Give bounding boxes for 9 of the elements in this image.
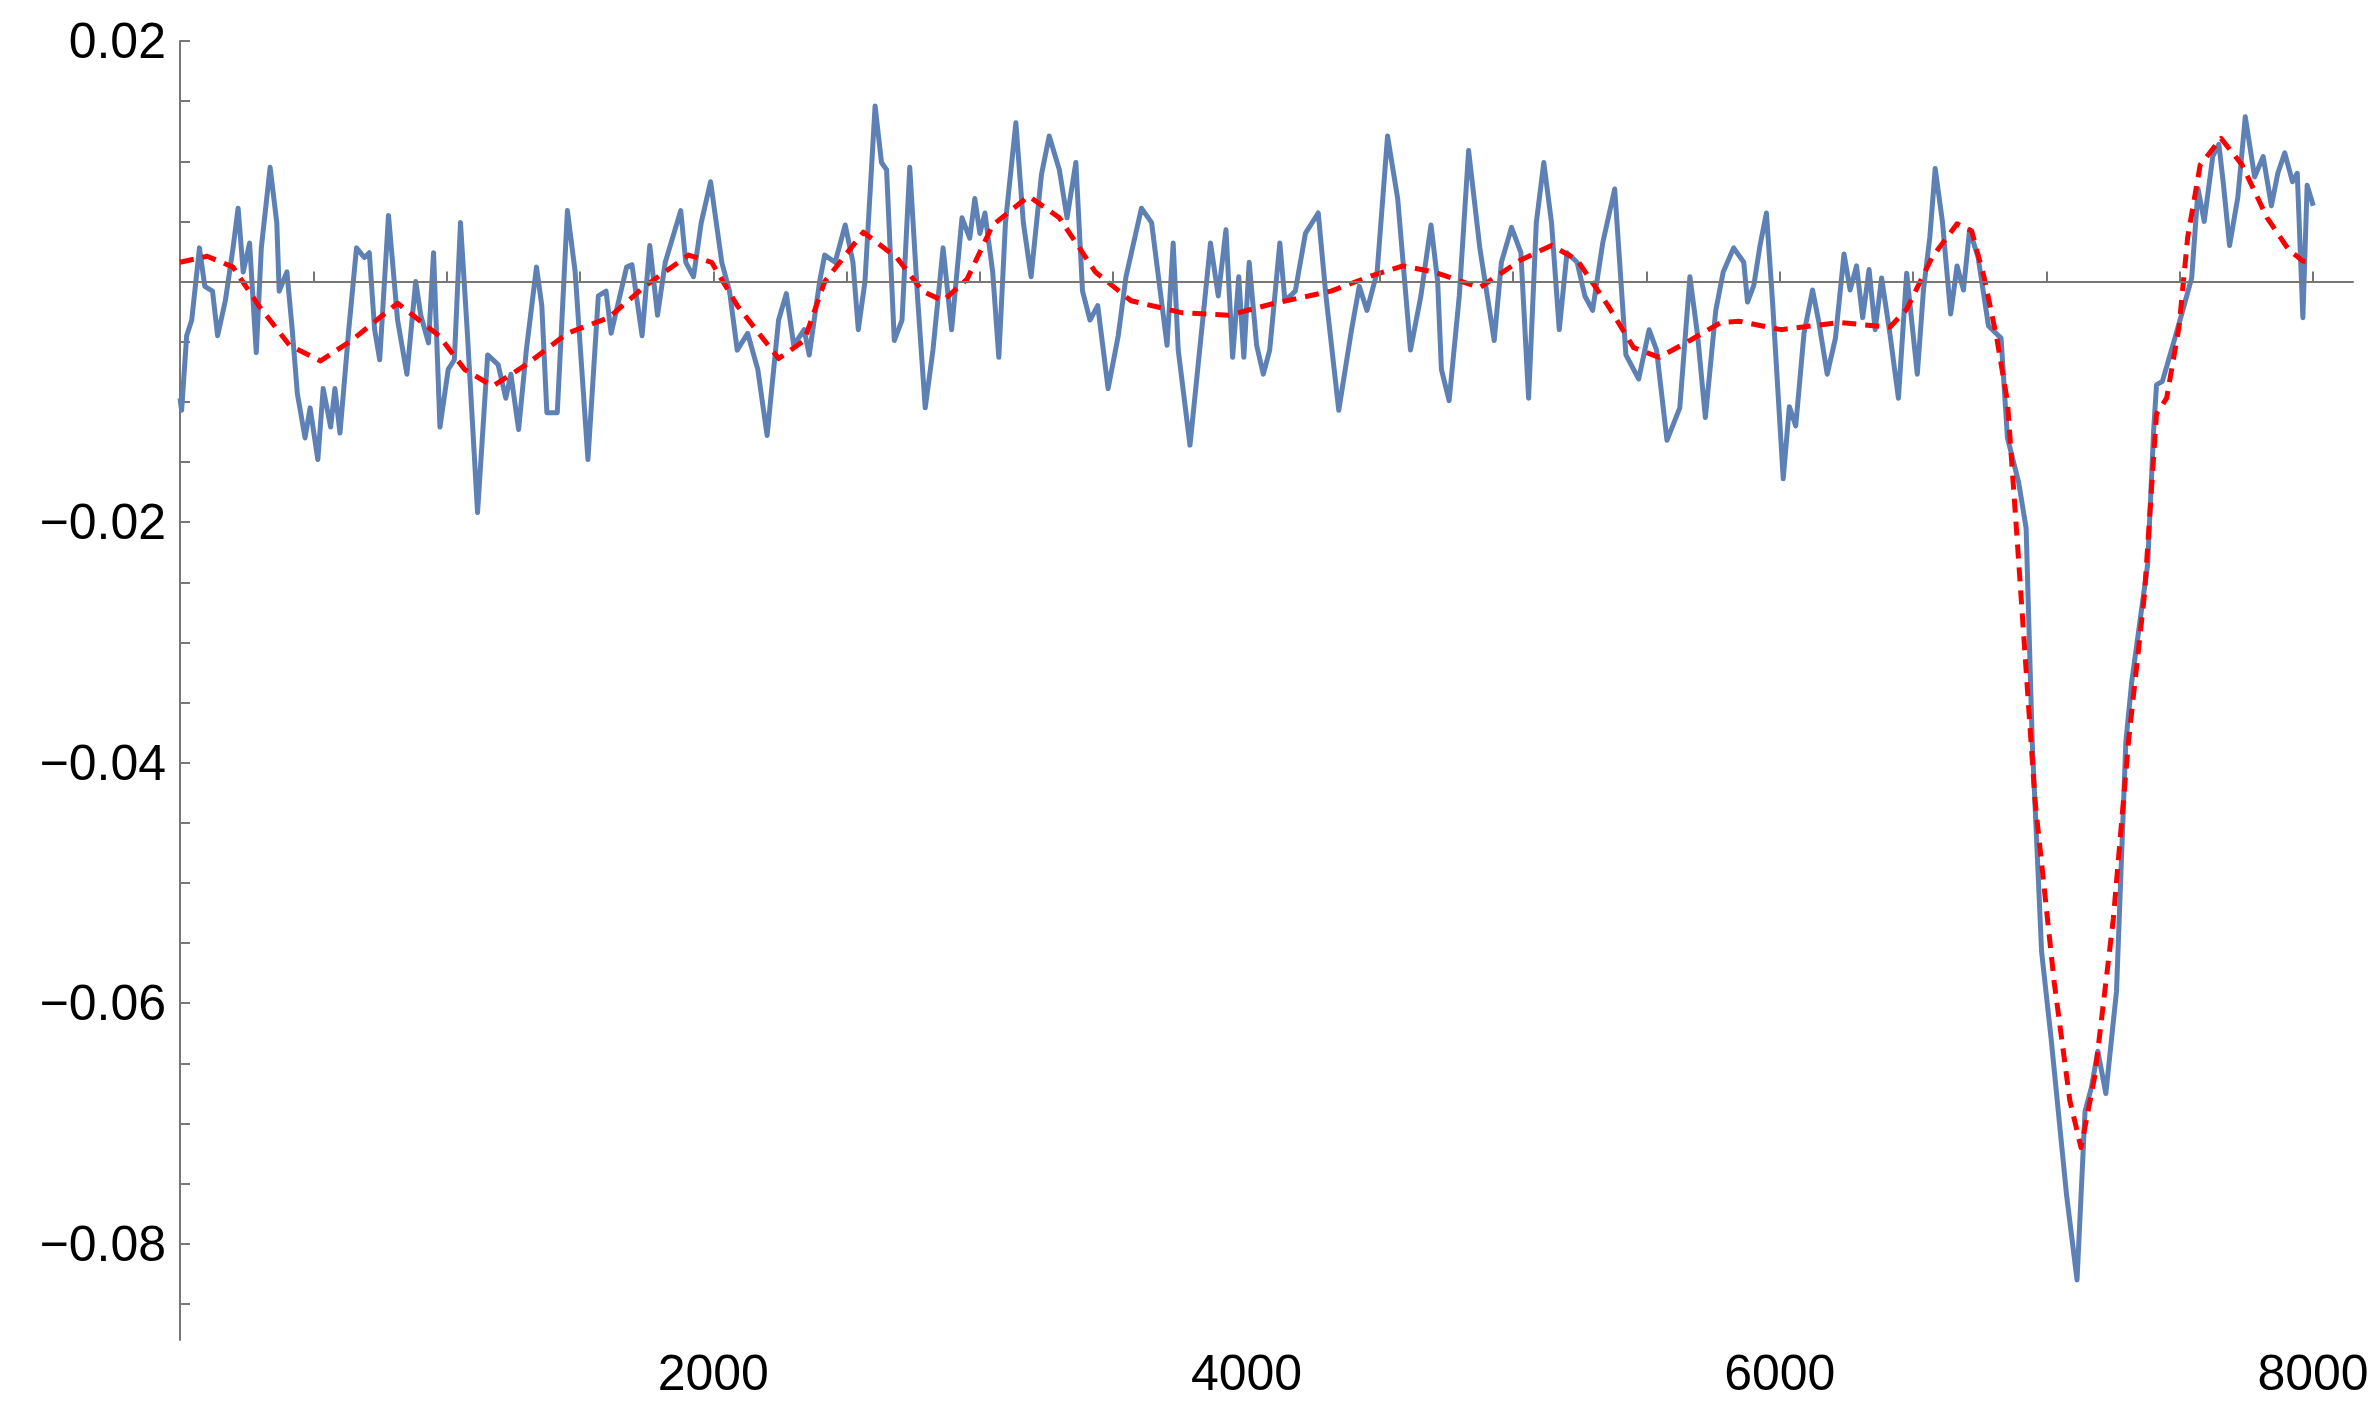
y-tick-label: −0.04 [39,734,166,791]
y-tick-label: −0.02 [39,494,166,551]
x-tick-label: 6000 [1724,1345,1836,1401]
x-tick-label: 4000 [1190,1345,1303,1401]
y-tick-label: −0.06 [39,975,166,1032]
y-tick-label: 0.02 [68,13,166,69]
x-tick-label: 8000 [2257,1345,2369,1401]
x-tick-label: 2000 [657,1345,769,1401]
y-tick-label: −0.08 [39,1215,166,1272]
